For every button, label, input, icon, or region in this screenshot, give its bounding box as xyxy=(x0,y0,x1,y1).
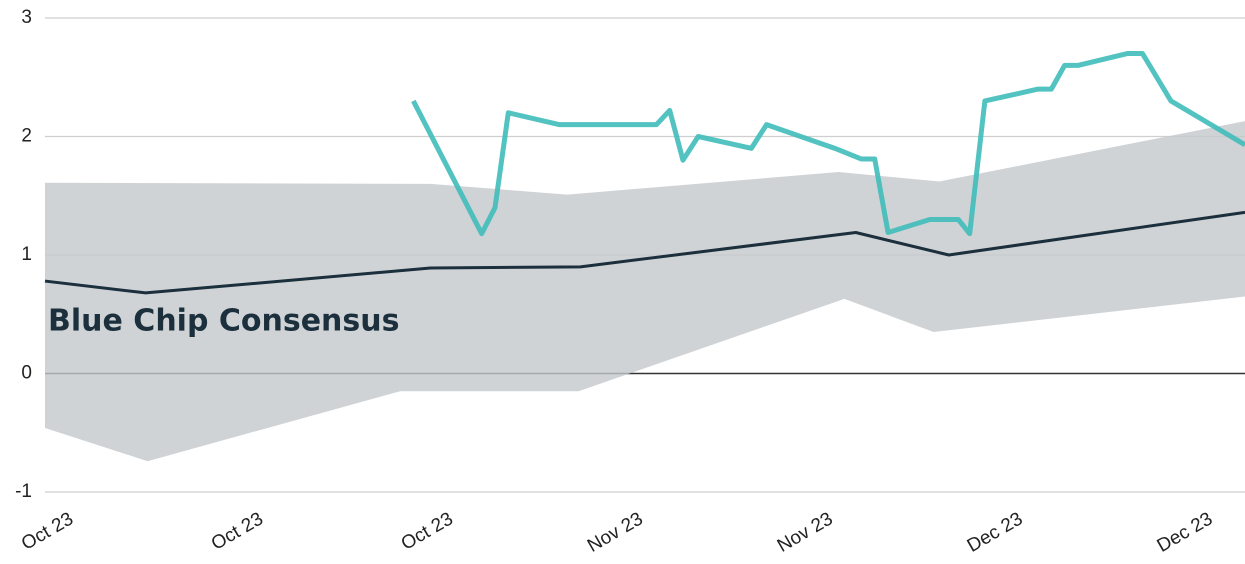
x-tick-label: Oct 23 xyxy=(18,508,77,554)
y-tick-label: 0 xyxy=(21,363,32,384)
line xyxy=(411,51,1245,237)
y-tick-label: 1 xyxy=(21,244,32,265)
x-tick-label: Dec 23 xyxy=(964,508,1027,556)
y-tick-label: 2 xyxy=(21,126,32,147)
x-tick-label: Nov 23 xyxy=(584,508,647,556)
annotation: Blue Chip Consensus xyxy=(48,304,400,339)
x-tick-label: Oct 23 xyxy=(208,508,267,554)
x-tick-label: Dec 23 xyxy=(1154,508,1217,556)
range-band xyxy=(45,121,1245,462)
marks xyxy=(44,51,1245,462)
line xyxy=(44,210,1245,295)
y-tick-label: -1 xyxy=(15,481,32,502)
y-tick-label: 3 xyxy=(21,7,32,28)
x-tick-label: Nov 23 xyxy=(774,508,837,556)
x-tick-label: Oct 23 xyxy=(398,508,457,554)
